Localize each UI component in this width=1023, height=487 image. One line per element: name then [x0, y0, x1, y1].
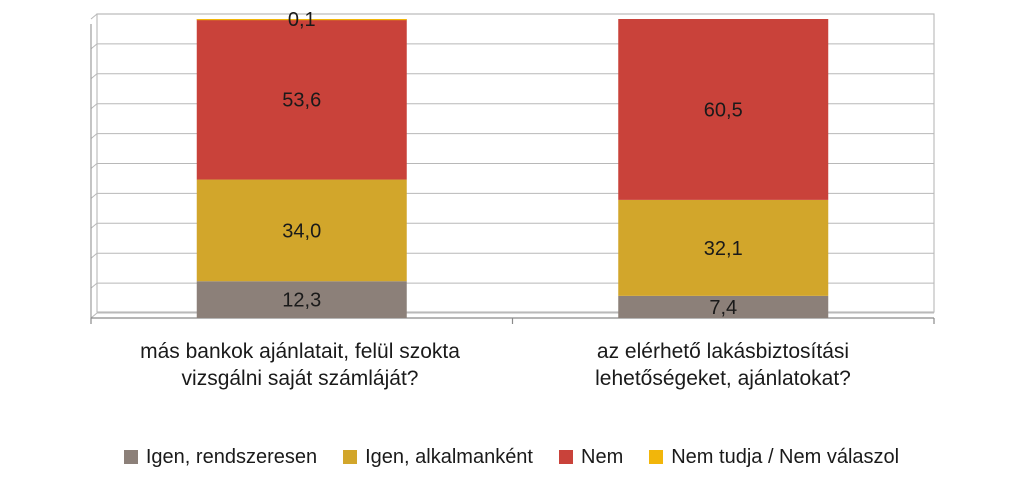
gridline-depth: [90, 163, 98, 169]
gridline-depth: [90, 103, 98, 110]
data-label-1-category-2: 7,4: [709, 297, 737, 319]
data-label-2-category-1: 34,0: [282, 220, 321, 242]
bar-3-category-2: [618, 19, 829, 200]
gridline-depth: [90, 312, 98, 319]
legend-swatch-nem: [559, 450, 573, 464]
category-label-1-line-1: más bankok ajánlatait, felül szokta: [140, 340, 460, 363]
data-label-1-category-1: 12,3: [282, 290, 321, 312]
data-label-3-category-2: 60,5: [704, 99, 743, 121]
bar-2-category-1: [196, 179, 407, 282]
data-label-2-category-2: 32,1: [704, 238, 743, 260]
legend-label-igen-rendszeresen: Igen, rendszeresen: [145, 445, 318, 468]
bar-3-category-1: [196, 19, 407, 180]
gridline-depth: [90, 222, 98, 229]
legend-swatch-igen-rendszeresen: [123, 450, 138, 464]
gridline-depth: [90, 133, 98, 139]
category-label-2: az elérhető lakásbiztosítási lehetőségek…: [533, 338, 913, 392]
data-label-3-category-1: 53,6: [282, 89, 321, 111]
legend-label-nem-tudja: Nem tudja / Nem válaszol: [671, 445, 900, 468]
legend-item-igen-rendszeresen: Igen, rendszeresen: [123, 445, 318, 469]
gridline-depth: [90, 252, 98, 259]
bar-1-category-1: [196, 281, 407, 318]
legend-swatch-nem-tudja: [649, 450, 664, 464]
category-label-1: más bankok ajánlatait, felül szokta vizs…: [110, 338, 490, 392]
legend-item-nem: Nem: [559, 446, 623, 469]
bar-2-category-2: [618, 199, 829, 296]
legend: Igen, rendszeresen Igen, alkalmanként Ne…: [0, 440, 1023, 474]
gridline-depth: [90, 282, 98, 289]
gridline-depth: [90, 43, 98, 50]
legend-swatch-igen-alkalmankent: [343, 450, 358, 464]
category-label-1-line-2: vizsgálni saját számláját?: [181, 367, 419, 390]
bar-1-category-2: [618, 295, 829, 318]
bar-4-category-1: [196, 19, 407, 21]
legend-item-nem-tudja: Nem tudja / Nem válaszol: [649, 446, 899, 469]
gridline-depth: [90, 193, 98, 199]
category-label-2-line-1: az elérhető lakásbiztosítási: [596, 340, 850, 363]
gridline-depth: [90, 73, 98, 80]
legend-item-igen-alkalmankent: Igen, alkalmanként: [343, 446, 533, 469]
legend-label-igen-alkalmankent: Igen, alkalmanként: [365, 445, 533, 468]
data-label-4-category-1: 0,1: [288, 9, 316, 31]
gridline-depth: [90, 13, 98, 20]
category-label-2-line-2: lehetőségeket, ajánlatokat?: [595, 367, 851, 390]
legend-label-nem: Nem: [581, 445, 624, 468]
